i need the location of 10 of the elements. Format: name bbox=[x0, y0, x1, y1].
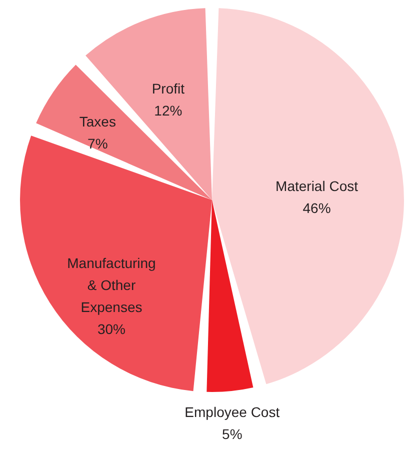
data-label: 5% bbox=[222, 426, 242, 442]
slice-label: Employee Cost bbox=[184, 404, 280, 420]
data-label: 7% bbox=[88, 135, 108, 152]
data-label: 12% bbox=[154, 102, 182, 118]
slice-label: Material Cost bbox=[276, 178, 358, 194]
data-label: 46% bbox=[302, 200, 331, 216]
slice-label: Taxes bbox=[79, 113, 116, 130]
slice-label: Manufacturing & Other Expenses bbox=[67, 254, 156, 315]
slice-label: Profit bbox=[152, 80, 185, 96]
data-label: 30% bbox=[97, 320, 126, 337]
